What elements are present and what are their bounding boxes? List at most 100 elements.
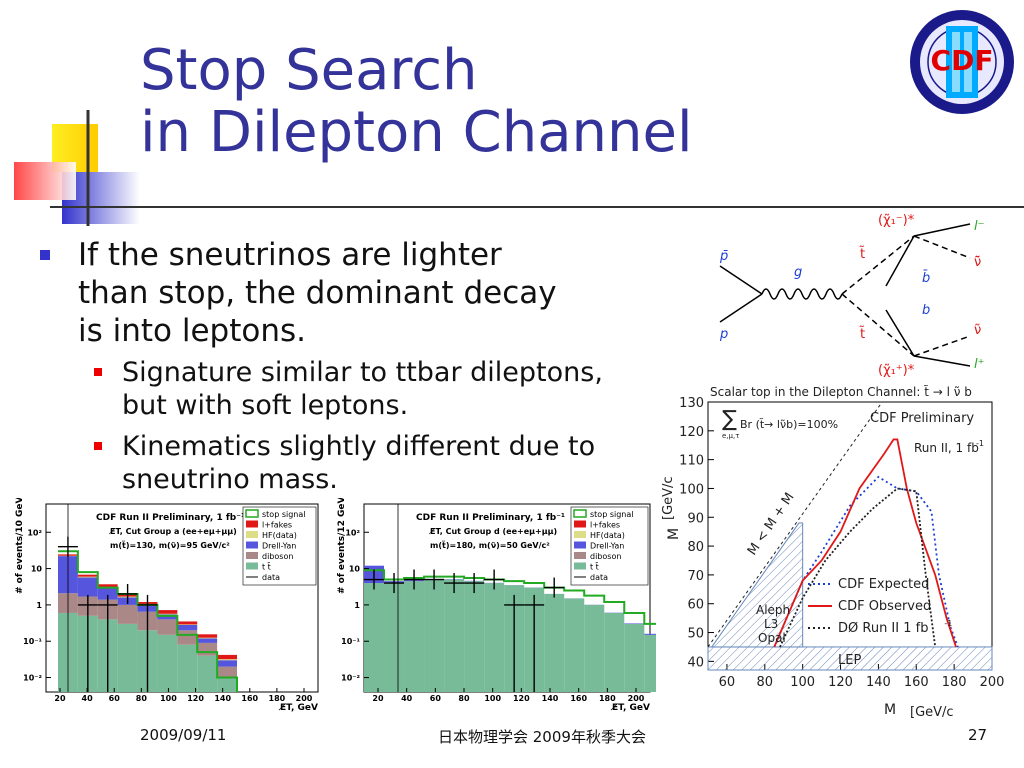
x-tick-label: 80: [458, 694, 470, 703]
svg-text:ν̃: ν̃: [974, 323, 981, 338]
kinematic-limit-line: [707, 401, 883, 648]
stack-bar: [464, 581, 485, 692]
legend-swatch: [246, 552, 258, 559]
stack-bar: [97, 588, 118, 600]
svg-text:-1: -1: [976, 439, 984, 448]
legend-swatch: [574, 562, 586, 570]
y-tick-label: 130: [679, 396, 704, 411]
legend-label: CDF Expected: [838, 577, 929, 592]
legend-label: DØ Run II 1 fb: [838, 621, 928, 636]
x-axis-label: M: [884, 702, 896, 718]
legend-swatch: [246, 562, 258, 570]
stack-bar: [217, 677, 238, 692]
stack-bar: [177, 621, 198, 625]
legend-label: l+fakes: [590, 521, 620, 530]
histogram-d: 20 40 60 80 100 120 140 160 180 200 E̸T, GeV 10² 10 1…: [334, 497, 666, 716]
x-tick-label: 140: [866, 675, 891, 690]
y-tick-label: 10⁻²: [341, 674, 360, 683]
stack-bar: [544, 593, 565, 692]
y-tick-label: 1: [354, 601, 360, 610]
svg-text:g: g: [794, 265, 802, 280]
y-axis-label: M: [666, 528, 682, 540]
y-tick-label: 80: [687, 540, 704, 555]
preliminary-label: CDF Preliminary: [870, 411, 974, 426]
x-tick-label: 200: [296, 694, 313, 703]
stack-bar: [217, 660, 238, 667]
stack-bar: [157, 610, 178, 614]
y-axis-label: # of events/12 GeV: [337, 498, 347, 594]
x-tick-label: 120: [513, 694, 530, 703]
legend-label: diboson: [262, 552, 293, 561]
x-tick-label: 120: [828, 675, 853, 690]
svg-text:t̃: t̃: [859, 327, 865, 342]
x-tick-label: 40: [401, 694, 413, 703]
legend-swatch: [574, 541, 586, 549]
legend-swatch: [574, 552, 586, 559]
legend-label: CDF Observed: [838, 599, 931, 614]
stack-bar: [484, 583, 505, 692]
stack-bar: [197, 634, 218, 638]
x-tick-label: 100: [790, 675, 815, 690]
sub-bullet-2: Kinematics slightly different due to sne…: [94, 430, 682, 496]
exclusion-plot: Scalar top in the Dilepton Channel: t̃ →…: [658, 380, 1024, 726]
stack-bar: [97, 584, 118, 588]
svg-text:p: p: [719, 327, 728, 342]
stack-bar: [564, 598, 585, 692]
run-label: Run II, 1 fb: [914, 441, 979, 455]
svg-text:Aleph: Aleph: [756, 603, 790, 617]
y-tick-label: 10²: [27, 528, 42, 537]
y-tick-label: 50: [687, 627, 704, 642]
svg-text:p̄: p̄: [719, 249, 728, 264]
x-tick-label: 140: [542, 694, 559, 703]
stack-bar: [77, 576, 98, 578]
stack-bar: [624, 623, 645, 624]
stack-bar: [604, 612, 625, 692]
series-2: [779, 487, 937, 648]
hist-annotation: m(t̃)=130, m(ν̃)=95 GeV/c²: [110, 540, 230, 550]
stack-bar: [384, 583, 405, 692]
x-tick-label: 80: [136, 694, 148, 703]
svg-text:L3: L3: [764, 617, 778, 631]
stack-bar: [444, 579, 465, 692]
legend-label: data: [590, 573, 608, 582]
x-tick-label: 180: [269, 694, 286, 703]
y-tick-label: 40: [687, 655, 704, 670]
svg-text:t̃: t̃: [859, 247, 865, 262]
sub-bullet-line: but with soft leptons.: [122, 390, 409, 421]
stack-bar: [197, 637, 218, 639]
sub-bullet-line: sneutrino mass.: [122, 464, 338, 495]
stack-bar: [177, 624, 198, 631]
cdf-logo: CDF: [906, 6, 1018, 118]
x-tick-label: 200: [628, 694, 645, 703]
bullet-main: If the sneutrinos are lighter than stop,…: [30, 236, 630, 350]
footer-center: 日本物理学会 2009年秋季大会: [438, 728, 646, 746]
br-formula: Br (t̃→ lν̃b)=100%: [740, 418, 838, 431]
stack-bar: [424, 579, 445, 692]
legend-label: diboson: [590, 552, 621, 561]
stack-bar: [217, 654, 238, 660]
legend-label: stop signal: [262, 510, 305, 519]
signal-outline: [364, 569, 666, 692]
x-tick-label: 120: [187, 694, 204, 703]
legend-swatch: [573, 509, 587, 518]
stack-bar: [117, 623, 138, 692]
bullet-line: than stop, the dominant decay: [78, 275, 557, 311]
svg-text:b̄: b̄: [922, 271, 930, 286]
x-tick-label: 80: [757, 675, 774, 690]
stack-bar: [77, 574, 98, 577]
stack-bar: [624, 623, 645, 692]
y-axis-label: # of events/10 GeV: [15, 498, 25, 594]
hist-annotation: E̸T, Cut Group d (ee+eμ+μμ): [428, 527, 557, 536]
stack-bar: [217, 666, 238, 678]
legend-swatch: [574, 520, 586, 528]
y-tick-label: 1: [36, 601, 42, 610]
logo-text: CDF: [931, 44, 994, 77]
svg-text:e,μ,τ: e,μ,τ: [722, 432, 739, 440]
x-tick-label: 180: [599, 694, 616, 703]
sum-symbol: ∑: [722, 407, 737, 432]
hist-annotation: m(t̃)=180, m(ν̃)=50 GeV/c²: [430, 540, 550, 550]
y-tick-label: 10: [349, 565, 361, 574]
stack-bar: [197, 642, 218, 656]
bullet-line: If the sneutrinos are lighter: [78, 237, 502, 273]
y-tick-label: 10²: [345, 528, 360, 537]
